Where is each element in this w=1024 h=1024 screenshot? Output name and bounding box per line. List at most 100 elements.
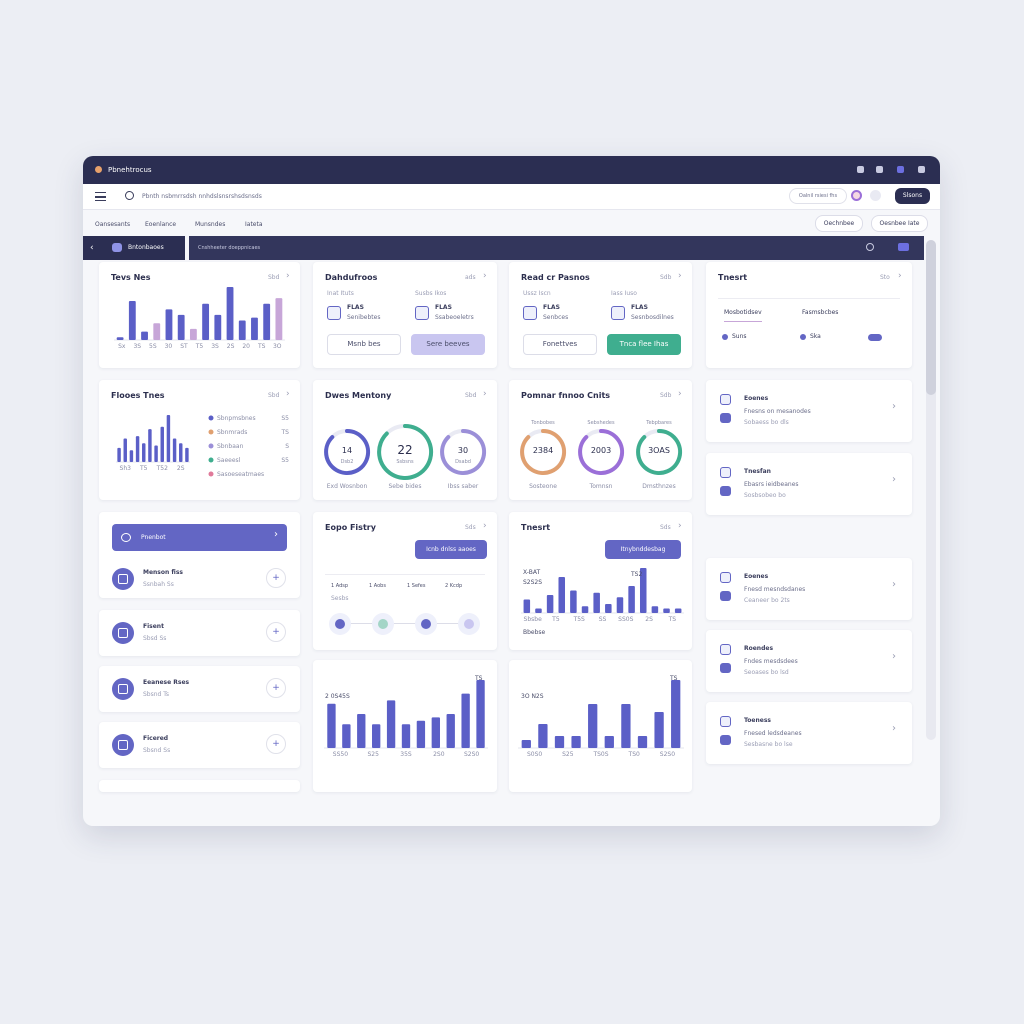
tab-row [83, 210, 940, 236]
menu-icon[interactable] [95, 192, 106, 201]
card-more[interactable]: Sto [880, 274, 890, 281]
stat-value: FLAS [435, 304, 452, 311]
tab[interactable]: Eoenlance [145, 221, 177, 228]
card-button[interactable]: Fonettves [523, 334, 597, 355]
tab[interactable]: Oansesants [95, 221, 131, 228]
step-label: 1 Aobs [369, 583, 386, 589]
row-action[interactable]: + [266, 568, 286, 588]
avatar[interactable] [851, 190, 862, 201]
tab-button[interactable]: Oesnbee Iate [871, 215, 928, 232]
tab[interactable]: Munsndes [195, 221, 226, 228]
chevron[interactable]: › [483, 271, 487, 281]
chevron[interactable]: › [286, 271, 290, 281]
card-more[interactable]: Sds [465, 524, 476, 531]
window-icon[interactable] [918, 166, 925, 173]
window-icon[interactable] [857, 166, 864, 173]
row-sub: Sbsd Ss [143, 635, 167, 642]
chart-note: Bbebse [523, 629, 546, 636]
stat-sub: Senbces [543, 314, 569, 321]
row-title[interactable]: Fisent [143, 623, 164, 630]
account-pill[interactable]: Oalnil rsiesi fhs [789, 188, 847, 204]
row-icon-glyph [118, 740, 128, 750]
stat-icon [327, 306, 341, 320]
card-title: Tevs Nes [111, 273, 151, 282]
chevron[interactable]: › [892, 474, 896, 485]
card [509, 660, 692, 792]
search-icon[interactable] [125, 191, 134, 200]
chevron[interactable]: › [678, 389, 682, 399]
chevron[interactable]: › [678, 271, 682, 281]
row-action[interactable]: + [266, 622, 286, 642]
nav-icon[interactable] [866, 243, 874, 251]
breadcrumb: Cnshheeter doeppnicaes [198, 245, 261, 251]
stat-value: FLAS [347, 304, 364, 311]
chevron[interactable]: › [483, 389, 487, 399]
tab[interactable]: Fasmsbcbes [802, 309, 839, 316]
item-title[interactable]: Eoenes [744, 395, 769, 402]
nav-section-text[interactable]: Bntonbaoes [128, 244, 164, 251]
menu-button-text[interactable]: Pnenbot [141, 534, 166, 541]
row-title[interactable]: Eeanese Rses [143, 679, 190, 686]
avatar[interactable] [870, 190, 881, 201]
item-title[interactable]: Tnesfan [744, 468, 771, 475]
item-text: Ska [810, 333, 821, 340]
tab[interactable]: Mosbotidsev [724, 308, 762, 322]
item-title[interactable]: Roendes [744, 645, 774, 652]
row-action[interactable]: + [266, 734, 286, 754]
row-title[interactable]: Menson fiss [143, 569, 183, 576]
card-more[interactable]: Sds [660, 524, 671, 531]
item-title[interactable]: Toeness [744, 717, 771, 724]
tab[interactable]: Iateta [245, 221, 263, 228]
row-icon-glyph [118, 684, 128, 694]
stat-sub: Senibebtes [347, 314, 381, 321]
window-icon[interactable] [897, 166, 904, 173]
card [99, 780, 300, 792]
chart-note: 3O N2S [521, 693, 544, 700]
row-action[interactable]: + [266, 678, 286, 698]
step-label: 2 Kcdp [445, 583, 463, 589]
tab-button[interactable]: Oechnbee [815, 215, 863, 232]
chevron[interactable]: › [483, 521, 487, 531]
app-title: Pbnehtrocus [108, 166, 152, 174]
step-dot-core [464, 619, 474, 629]
item-title[interactable]: Eoenes [744, 573, 769, 580]
chevron[interactable]: › [892, 579, 896, 590]
chevron[interactable]: › [678, 521, 682, 531]
chevron[interactable]: › [892, 651, 896, 662]
item-text: Fndes mesdsdees [744, 658, 798, 665]
card [706, 262, 912, 368]
primary-button[interactable]: Slsons [895, 188, 930, 204]
card-more[interactable]: Sbd [465, 392, 477, 399]
menu-button[interactable] [112, 524, 287, 551]
card-more[interactable]: Sbd [268, 274, 280, 281]
nav-back[interactable]: ‹ [90, 243, 94, 253]
item-text: Fnesd mesndsdanes [744, 586, 806, 593]
toggle[interactable] [868, 334, 882, 341]
card-more[interactable]: Sdb [660, 392, 672, 399]
scroll-thumb[interactable] [926, 240, 936, 395]
chevron[interactable]: › [898, 271, 902, 281]
card-more[interactable]: ads [465, 274, 476, 281]
card-more[interactable]: Sbd [268, 392, 280, 399]
card-button[interactable]: Tnca flee Ihas [607, 334, 681, 355]
step-label: 1 Sefes [407, 583, 426, 589]
chevron[interactable]: › [892, 723, 896, 734]
card-button[interactable]: Itnybnddesbag [605, 540, 681, 559]
card-button[interactable]: Icnb dnlss aaoes [415, 540, 487, 559]
chevron[interactable]: › [892, 401, 896, 412]
window-icon[interactable] [876, 166, 883, 173]
stat-icon [523, 306, 537, 320]
stat-label: Inat Ituts [327, 290, 354, 297]
card-more[interactable]: Sdb [660, 274, 672, 281]
row-title[interactable]: Ficered [143, 735, 169, 742]
card-button[interactable]: Sere beeves [411, 334, 485, 355]
search-text[interactable]: Pbnth nsbmrrsdsh nnhdslsnsrshsdsnsds [142, 193, 262, 200]
card [706, 380, 912, 442]
item-icon [720, 716, 731, 727]
card-button[interactable]: Msnb bes [327, 334, 401, 355]
item-text: Suns [732, 333, 747, 340]
item-icon [720, 663, 731, 673]
nav-bar [189, 236, 924, 260]
nav-icon[interactable] [898, 243, 909, 251]
chevron[interactable]: › [286, 389, 290, 399]
